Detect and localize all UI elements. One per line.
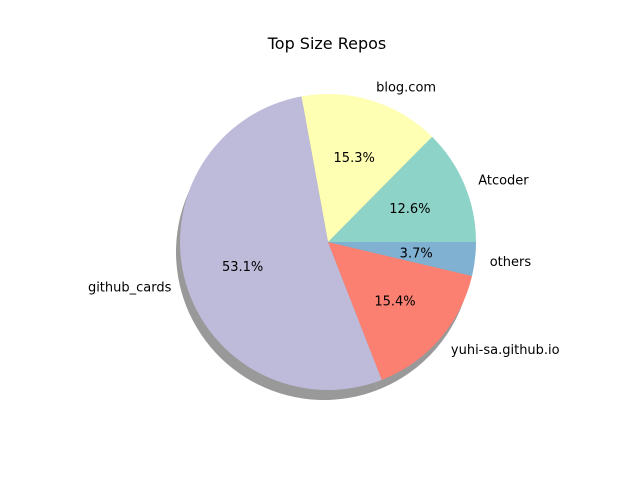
pie-slice-github-cards: [179, 96, 382, 390]
slice-pct-atcoder: 12.6%: [389, 202, 430, 217]
pie-labels: Atcoder 12.6% blog.com 15.3% github_cards 53.…: [88, 81, 560, 358]
slice-pct-github-cards: 53.1%: [222, 260, 263, 275]
pie-slices: [179, 93, 476, 390]
pie-slice-blog-com: [301, 93, 433, 243]
slice-label-yuhi-sa-github-io: yuhi-sa.github.io: [451, 343, 560, 358]
chart-title: Top Size Repos: [267, 34, 387, 53]
slice-pct-others: 3.7%: [400, 246, 433, 261]
slice-label-blog-com: blog.com: [376, 81, 436, 96]
slice-label-atcoder: Atcoder: [478, 173, 529, 188]
slice-pct-yuhi-sa-github-io: 15.4%: [374, 294, 415, 309]
pie-slice-atcoder: [328, 136, 476, 242]
pie-slice-yuhi-sa-github-io: [328, 242, 473, 380]
slice-pct-blog-com: 15.3%: [334, 151, 375, 166]
slice-label-others: others: [490, 255, 532, 270]
slice-label-github-cards: github_cards: [88, 280, 172, 295]
pie-slice-others: [328, 242, 476, 277]
